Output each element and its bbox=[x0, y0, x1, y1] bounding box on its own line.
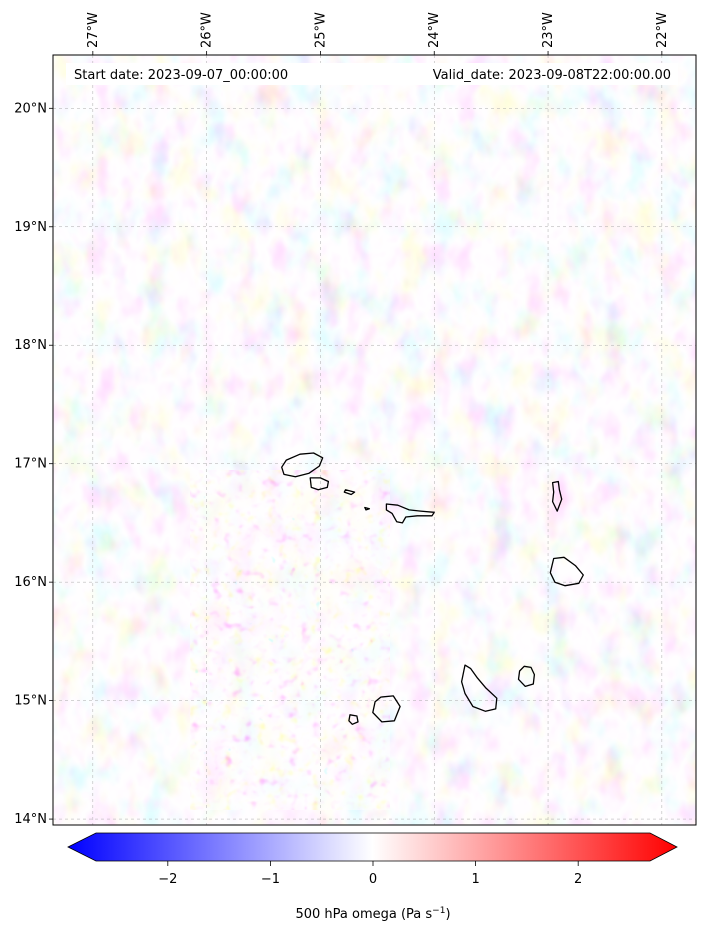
lon-tick-label: 25°W bbox=[313, 12, 328, 48]
island-outline bbox=[348, 714, 359, 725]
island-outlines bbox=[281, 452, 584, 725]
colorbar-ticks: −2 −1 0 1 2 bbox=[158, 861, 582, 887]
island-outline bbox=[460, 664, 498, 712]
island-outline bbox=[309, 477, 330, 491]
header-box bbox=[66, 63, 678, 85]
colorbar-tick-label: 1 bbox=[471, 872, 479, 887]
lat-tick-label: 15°N bbox=[14, 694, 47, 709]
lat-tick-label: 19°N bbox=[14, 220, 47, 235]
latitude-labels: 20°N 19°N 18°N 17°N 16°N 15°N 14°N bbox=[14, 101, 53, 827]
island-outline bbox=[385, 503, 435, 524]
lat-tick-label: 20°N bbox=[14, 101, 47, 116]
valid-date-label: Valid_date: 2023-09-08T22:00:00.00 bbox=[433, 68, 671, 83]
lon-tick-label: 22°W bbox=[655, 12, 670, 48]
island-outline bbox=[364, 506, 371, 511]
colorbar-tick-label: −2 bbox=[158, 872, 177, 887]
lon-tick-label: 23°W bbox=[541, 12, 556, 48]
start-date-label: Start date: 2023-09-07_00:00:00 bbox=[74, 68, 288, 83]
lat-tick-label: 16°N bbox=[14, 575, 47, 590]
colorbar-label: 500 hPa omega (Pa s−1) bbox=[295, 906, 450, 922]
colorbar-tick-label: 0 bbox=[369, 872, 377, 887]
gridlines bbox=[53, 55, 696, 825]
colorbar-tick-label: −1 bbox=[261, 872, 280, 887]
island-outline bbox=[343, 489, 356, 496]
lon-tick-label: 27°W bbox=[86, 12, 101, 48]
island-outline bbox=[517, 665, 536, 688]
map-frame bbox=[52, 54, 697, 826]
lat-tick-label: 17°N bbox=[14, 457, 47, 472]
colorbar-tick-label: 2 bbox=[574, 872, 582, 887]
island-outline bbox=[281, 452, 324, 478]
omega-field bbox=[53, 55, 696, 825]
lat-tick-label: 14°N bbox=[14, 812, 47, 827]
longitude-labels: 27°W 26°W 25°W 24°W 23°W 22°W bbox=[86, 12, 670, 55]
island-outline bbox=[551, 480, 563, 512]
lon-tick-label: 24°W bbox=[427, 12, 442, 48]
colorbar: −2 −1 0 1 2 500 hPa omega (Pa s−1) bbox=[67, 832, 678, 922]
colorbar-bar bbox=[67, 832, 678, 862]
lat-tick-label: 18°N bbox=[14, 338, 47, 353]
island-outline bbox=[372, 695, 401, 723]
island-outline bbox=[549, 556, 584, 587]
lon-tick-label: 26°W bbox=[200, 12, 215, 48]
